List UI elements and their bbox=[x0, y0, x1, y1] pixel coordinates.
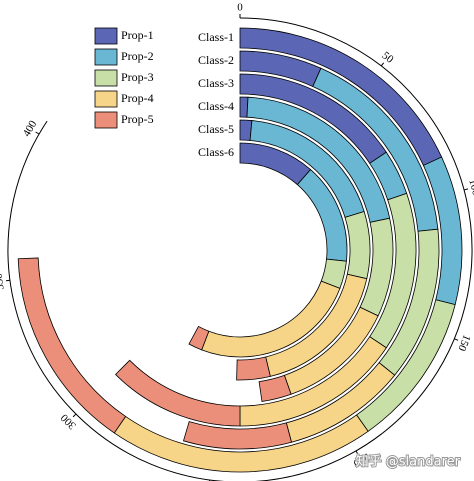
category-label: Class-1 bbox=[198, 30, 234, 44]
tick-label: 0 bbox=[237, 2, 243, 14]
legend-swatch bbox=[94, 27, 118, 45]
legend-swatch bbox=[94, 69, 118, 87]
tick-label: 50 bbox=[380, 50, 396, 67]
category-label: Class-2 bbox=[198, 53, 234, 67]
legend-label: Prop-5 bbox=[121, 112, 154, 126]
bar-segment bbox=[182, 421, 292, 450]
axis-arc bbox=[7, 17, 473, 481]
category-label: Class-4 bbox=[198, 99, 234, 113]
watermark: 知乎 @slandarer bbox=[356, 454, 461, 470]
tick-label: 150 bbox=[455, 333, 473, 353]
bar-segment bbox=[258, 374, 292, 402]
bar-segment bbox=[17, 257, 127, 434]
bar-segment bbox=[114, 359, 241, 427]
legend-label: Prop-1 bbox=[121, 28, 154, 42]
tick-mark bbox=[454, 338, 459, 341]
legend-swatch bbox=[94, 90, 118, 108]
category-label: Class-3 bbox=[198, 76, 234, 90]
legend-swatch bbox=[94, 111, 118, 129]
tick-mark bbox=[5, 279, 11, 282]
tick-label: 400 bbox=[21, 118, 40, 139]
tick-mark bbox=[463, 188, 469, 191]
legend-label: Prop-3 bbox=[121, 70, 154, 84]
legend-swatch bbox=[94, 48, 118, 66]
tick-mark bbox=[72, 413, 77, 418]
tick-mark bbox=[35, 131, 40, 135]
bar-segment bbox=[344, 210, 371, 280]
bar-segment bbox=[188, 325, 210, 351]
category-label: Class-5 bbox=[198, 122, 234, 136]
legend-label: Prop-4 bbox=[121, 91, 154, 105]
bar-segment bbox=[236, 356, 271, 381]
legend-label: Prop-2 bbox=[121, 49, 154, 63]
category-label: Class-6 bbox=[198, 145, 234, 159]
tick-mark bbox=[380, 62, 385, 67]
tick-mark bbox=[355, 450, 359, 455]
tick-label: 350 bbox=[0, 272, 7, 290]
tick-label: 100 bbox=[466, 178, 474, 198]
